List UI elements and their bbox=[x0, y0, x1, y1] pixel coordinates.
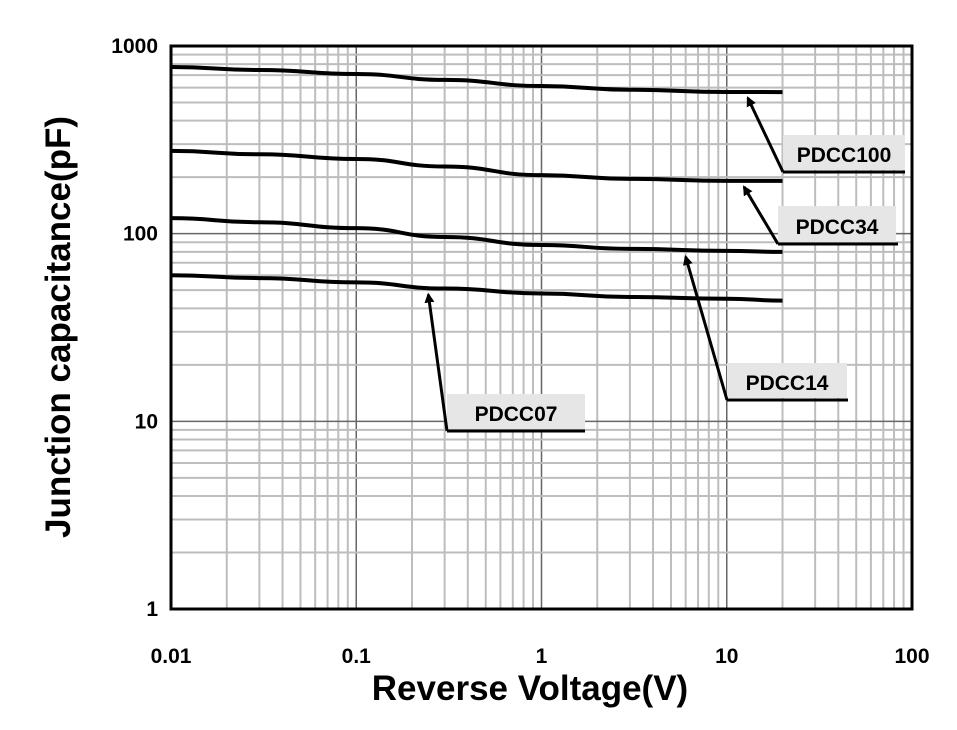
x-tick-label: 1 bbox=[536, 645, 548, 668]
annotation-pdcc100: PDCC100 bbox=[746, 96, 905, 174]
arrow-icon bbox=[746, 96, 785, 173]
label-box bbox=[727, 363, 847, 398]
x-tick-label: 10 bbox=[715, 645, 738, 668]
y-tick-label: 1000 bbox=[111, 35, 158, 58]
arrow-icon bbox=[742, 185, 780, 245]
x-axis-title: Reverse Voltage(V) bbox=[372, 669, 688, 708]
arrow-icon bbox=[424, 292, 449, 432]
label-box bbox=[783, 135, 905, 170]
series-line-pdcc07 bbox=[170, 273, 783, 303]
annotations: PDCC100 PDCC34 PDCC14 PDCC07 bbox=[424, 96, 905, 433]
y-tick-label: 100 bbox=[123, 223, 158, 246]
y-axis-title: Junction capacitance(pF) bbox=[39, 116, 78, 538]
x-tick-label: 100 bbox=[894, 645, 929, 668]
x-tick-labels: 0.01 0.1 1 10 100 bbox=[151, 645, 930, 668]
series-label: PDCC34 bbox=[796, 216, 879, 239]
y-tick-label: 1 bbox=[146, 598, 158, 621]
annotation-pdcc07: PDCC07 bbox=[424, 292, 585, 433]
grid bbox=[170, 46, 912, 610]
x-tick-label: 0.1 bbox=[342, 645, 372, 668]
series-line-pdcc14 bbox=[170, 216, 783, 254]
label-box bbox=[778, 206, 896, 242]
arrow-icon bbox=[683, 254, 729, 401]
y-tick-label: 10 bbox=[135, 410, 158, 433]
series-line-pdcc100 bbox=[170, 64, 783, 95]
series-label: PDCC07 bbox=[475, 403, 558, 426]
annotation-pdcc14: PDCC14 bbox=[683, 254, 848, 402]
series-line-pdcc34 bbox=[170, 148, 783, 183]
x-tick-label: 0.01 bbox=[151, 645, 192, 668]
series-label: PDCC14 bbox=[746, 372, 829, 395]
plot-frame bbox=[169, 44, 914, 611]
annotation-pdcc34: PDCC34 bbox=[742, 185, 898, 246]
label-box bbox=[447, 394, 585, 429]
y-tick-labels: 1 10 100 1000 bbox=[111, 35, 158, 621]
series-label: PDCC100 bbox=[797, 144, 892, 167]
curves bbox=[170, 64, 783, 303]
